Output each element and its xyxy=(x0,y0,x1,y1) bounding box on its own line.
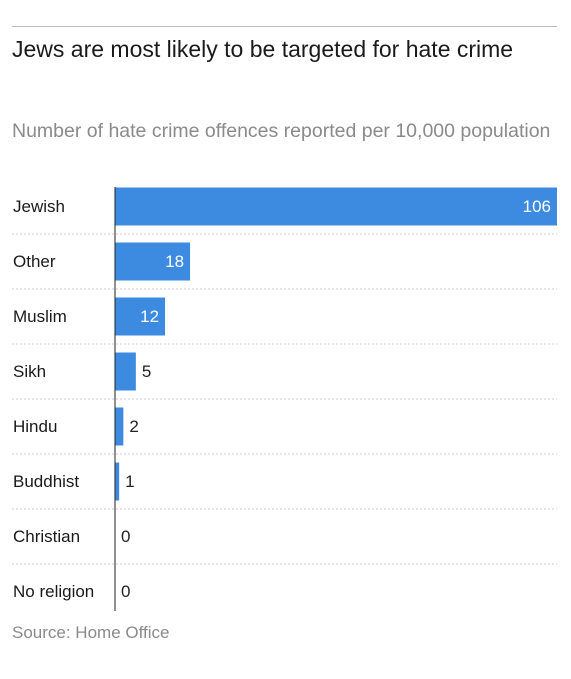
category-label: Buddhist xyxy=(13,472,79,491)
bar xyxy=(115,242,191,281)
value-label: 2 xyxy=(129,417,138,436)
chart-subtitle: Number of hate crime offences reported p… xyxy=(12,120,551,142)
category-label: Other xyxy=(13,252,56,271)
bar xyxy=(115,462,120,501)
top-rule xyxy=(12,26,557,27)
chart: Jewish 106 Other 18 Muslim 12 Sikh 5 Hindu 2 Buddh… xyxy=(12,187,557,611)
category-label: Christian xyxy=(13,527,80,546)
category-label: No religion xyxy=(13,582,94,601)
category-label: Hindu xyxy=(13,417,57,436)
value-label: 12 xyxy=(140,307,159,326)
value-label: 0 xyxy=(121,527,130,546)
category-label: Jewish xyxy=(13,197,65,216)
bar xyxy=(115,407,124,446)
value-label: 5 xyxy=(142,362,151,381)
bar xyxy=(115,297,166,336)
value-label: 18 xyxy=(165,252,184,271)
value-label: 106 xyxy=(523,197,551,216)
bar xyxy=(115,352,136,391)
category-label: Sikh xyxy=(13,362,46,381)
value-label: 1 xyxy=(125,472,134,491)
value-label: 0 xyxy=(121,582,130,601)
source: Source: Home Office xyxy=(12,623,170,642)
chart-title: Jews are most likely to be targeted for … xyxy=(12,36,514,62)
bar xyxy=(115,187,557,226)
category-label: Muslim xyxy=(13,307,67,326)
